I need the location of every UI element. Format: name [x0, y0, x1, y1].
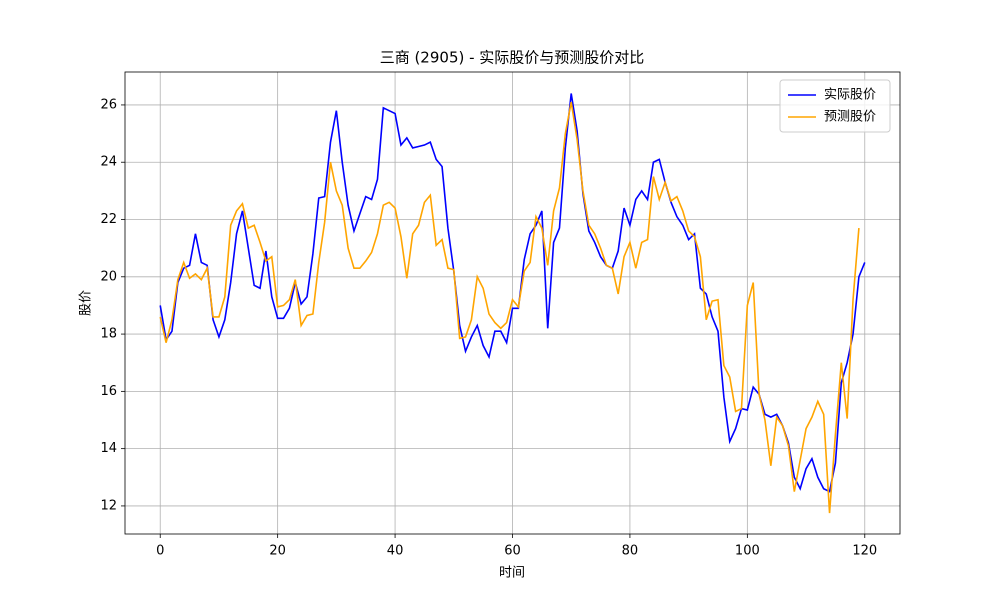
x-tick-label: 80	[622, 544, 639, 559]
y-tick-label: 20	[100, 269, 117, 284]
x-tick-label: 20	[269, 544, 286, 559]
chart-title: 三商 (2905) - 实际股价与预测股价对比	[380, 49, 645, 67]
legend-label: 预测股价	[824, 110, 876, 125]
line-series	[159, 101, 860, 514]
line-series	[159, 93, 866, 493]
x-tick-label: 60	[504, 544, 521, 559]
y-tick-label: 22	[100, 212, 117, 227]
x-tick-label: 100	[735, 544, 760, 559]
y-tick-label: 12	[100, 498, 117, 513]
legend-box	[779, 79, 891, 133]
y-tick-label: 24	[100, 155, 117, 170]
plot-frame	[124, 71, 901, 535]
x-tick-label: 120	[852, 544, 877, 559]
y-tick-label: 26	[100, 97, 117, 112]
y-tick-label: 16	[100, 384, 117, 399]
y-tick-label: 18	[100, 327, 117, 342]
x-tick-label: 40	[387, 544, 404, 559]
legend-label: 实际股价	[824, 88, 876, 103]
y-tick-label: 14	[100, 441, 117, 456]
x-axis-label: 时间	[499, 566, 525, 581]
y-axis-label: 股价	[79, 290, 94, 316]
x-tick-label: 0	[156, 544, 164, 559]
